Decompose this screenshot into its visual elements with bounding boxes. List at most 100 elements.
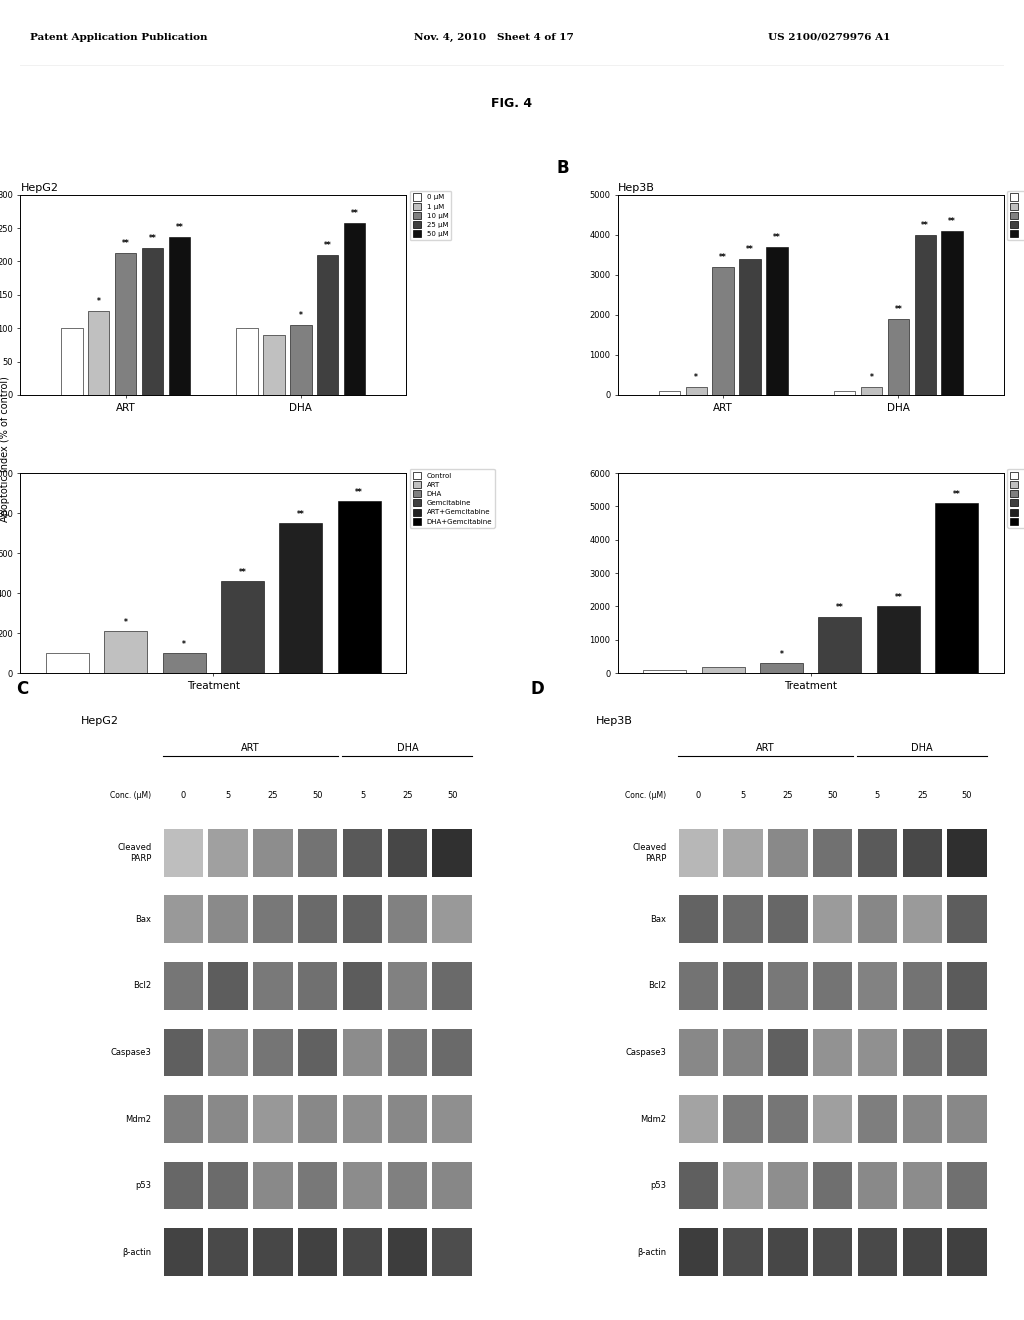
Bar [679, 1228, 718, 1276]
Text: **: ** [148, 234, 157, 243]
Bar [209, 1028, 248, 1076]
Text: *: * [299, 312, 303, 321]
Bar [947, 895, 987, 944]
Text: **: ** [350, 210, 358, 218]
Bar [902, 829, 942, 876]
Bar [164, 962, 203, 1010]
Text: D: D [530, 680, 545, 698]
Text: Bax: Bax [135, 915, 152, 924]
Text: 50: 50 [446, 791, 458, 800]
Bar [298, 962, 338, 1010]
Bar [432, 1162, 472, 1209]
Text: 25: 25 [267, 791, 279, 800]
Bar [388, 1096, 427, 1143]
Text: **: ** [922, 220, 929, 230]
Text: p53: p53 [135, 1181, 152, 1191]
Text: DHA: DHA [396, 743, 418, 752]
Text: **: ** [297, 510, 305, 519]
Bar [858, 829, 897, 876]
Text: ART: ART [756, 743, 775, 752]
Bar [768, 1028, 808, 1076]
Text: 25: 25 [402, 791, 413, 800]
Bar [768, 895, 808, 944]
Bar [298, 895, 338, 944]
Text: Hep3B: Hep3B [618, 182, 655, 193]
Text: 50: 50 [312, 791, 323, 800]
Text: **: ** [837, 603, 844, 612]
Bar [723, 895, 763, 944]
Bar [902, 1096, 942, 1143]
Bar [164, 895, 203, 944]
Text: p53: p53 [650, 1181, 667, 1191]
Bar [941, 231, 963, 395]
Bar [739, 259, 761, 395]
Bar [858, 1096, 897, 1143]
Text: C: C [15, 680, 28, 698]
Text: Bcl2: Bcl2 [648, 982, 667, 990]
Text: 5: 5 [874, 791, 880, 800]
Bar [209, 895, 248, 944]
Bar [432, 962, 472, 1010]
Text: HepG2: HepG2 [20, 182, 58, 193]
Bar [768, 829, 808, 876]
Bar [813, 1228, 852, 1276]
Bar [343, 829, 382, 876]
Bar [61, 329, 83, 395]
Bar [914, 235, 936, 395]
Bar [164, 1162, 203, 1209]
Bar [237, 329, 258, 395]
Bar [432, 1096, 472, 1143]
Bar [858, 1162, 897, 1209]
Bar [902, 1028, 942, 1076]
Bar [861, 387, 883, 395]
Bar [760, 663, 803, 673]
Bar [46, 653, 89, 673]
Bar [209, 829, 248, 876]
Bar [317, 255, 339, 395]
Bar [209, 962, 248, 1010]
Text: **: ** [773, 232, 780, 242]
Bar [723, 1028, 763, 1076]
Bar [164, 1096, 203, 1143]
Text: Conc. (μM): Conc. (μM) [626, 791, 667, 800]
Text: Caspase3: Caspase3 [626, 1048, 667, 1057]
Bar [253, 895, 293, 944]
Text: 25: 25 [918, 791, 928, 800]
Text: Bax: Bax [650, 915, 667, 924]
Bar [432, 895, 472, 944]
Bar [388, 1228, 427, 1276]
Bar [432, 829, 472, 876]
Text: Patent Application Publication: Patent Application Publication [31, 33, 208, 41]
Bar [343, 1096, 382, 1143]
Bar [298, 829, 338, 876]
Bar [253, 1162, 293, 1209]
Text: FIG. 4: FIG. 4 [492, 98, 532, 111]
Bar [877, 606, 920, 673]
Bar [263, 335, 285, 395]
Text: *: * [694, 372, 698, 381]
Bar [298, 1162, 338, 1209]
Bar [679, 1162, 718, 1209]
Bar [388, 962, 427, 1010]
Bar [88, 312, 110, 395]
Text: Apoptotic Index (% of control): Apoptotic Index (% of control) [0, 376, 10, 521]
Text: *: * [182, 640, 186, 649]
Bar [723, 962, 763, 1010]
Bar [713, 267, 734, 395]
Bar [858, 895, 897, 944]
Bar [343, 895, 382, 944]
Bar [343, 962, 382, 1010]
Legend: Control, ART, DHA, Gemcitabine, ART+Gemcitabine, DHA+Gemcitabine: Control, ART, DHA, Gemcitabine, ART+Gemc… [1008, 469, 1024, 528]
Text: **: ** [355, 488, 364, 498]
Bar [818, 616, 861, 673]
Bar [221, 581, 264, 673]
Text: **: ** [895, 594, 902, 602]
Text: ART: ART [242, 743, 260, 752]
Text: β-actin: β-actin [637, 1247, 667, 1257]
Legend: 0 μM, 1 μM, 10 μM, 25 μM, 50 μM: 0 μM, 1 μM, 10 μM, 25 μM, 50 μM [410, 190, 451, 240]
Bar [253, 1096, 293, 1143]
Bar [768, 1096, 808, 1143]
Bar [388, 1028, 427, 1076]
Bar [643, 669, 686, 673]
Bar [723, 1162, 763, 1209]
